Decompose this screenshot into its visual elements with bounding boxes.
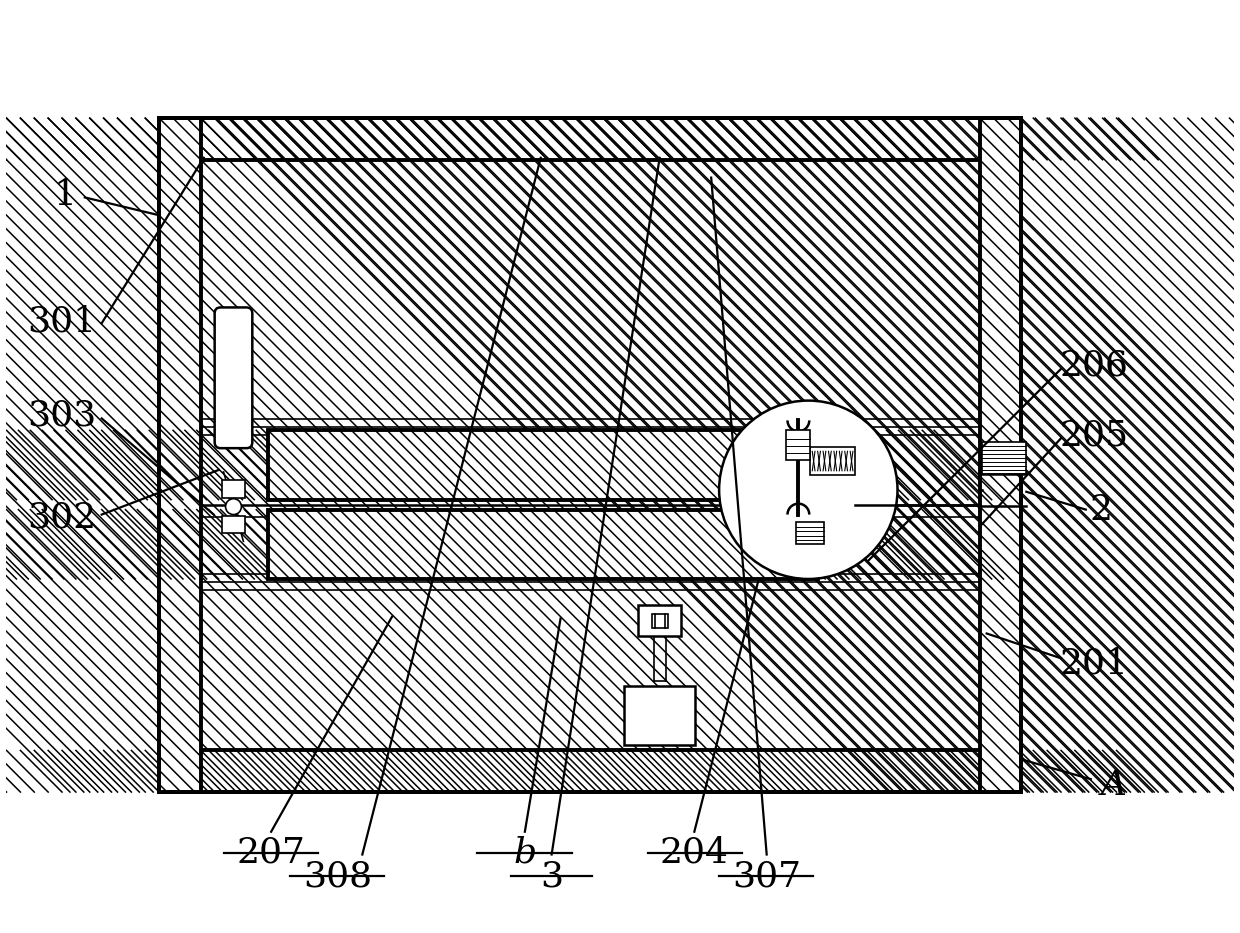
Bar	[624, 686, 696, 745]
Text: 204: 204	[660, 836, 729, 870]
Circle shape	[226, 499, 242, 515]
Circle shape	[719, 400, 898, 579]
Text: 3: 3	[541, 859, 563, 893]
Bar	[159, 118, 1022, 160]
Text: 301: 301	[27, 304, 97, 339]
Text: 206: 206	[1059, 349, 1128, 383]
Bar	[637, 605, 682, 636]
Bar	[159, 750, 1022, 792]
Bar	[222, 516, 246, 534]
Bar	[980, 118, 1022, 792]
Bar	[268, 509, 818, 579]
Bar	[652, 614, 667, 628]
Text: 308: 308	[303, 859, 372, 893]
FancyBboxPatch shape	[215, 308, 252, 448]
Bar	[222, 480, 246, 497]
Text: 205: 205	[1059, 418, 1128, 453]
Bar	[159, 118, 201, 792]
Text: 207: 207	[237, 836, 305, 870]
Bar	[982, 442, 1027, 474]
Bar	[201, 160, 980, 750]
Text: 302: 302	[27, 500, 97, 535]
Bar	[159, 118, 1022, 792]
Text: 307: 307	[732, 859, 801, 893]
Text: 201: 201	[1059, 647, 1128, 680]
Bar	[796, 522, 825, 544]
Text: 303: 303	[27, 398, 97, 433]
Text: 2: 2	[1089, 493, 1112, 526]
Text: b: b	[513, 836, 537, 870]
Text: A: A	[1100, 768, 1127, 802]
Bar	[268, 430, 818, 500]
Bar	[786, 430, 810, 460]
Bar	[810, 447, 854, 475]
Text: 1: 1	[53, 178, 77, 213]
